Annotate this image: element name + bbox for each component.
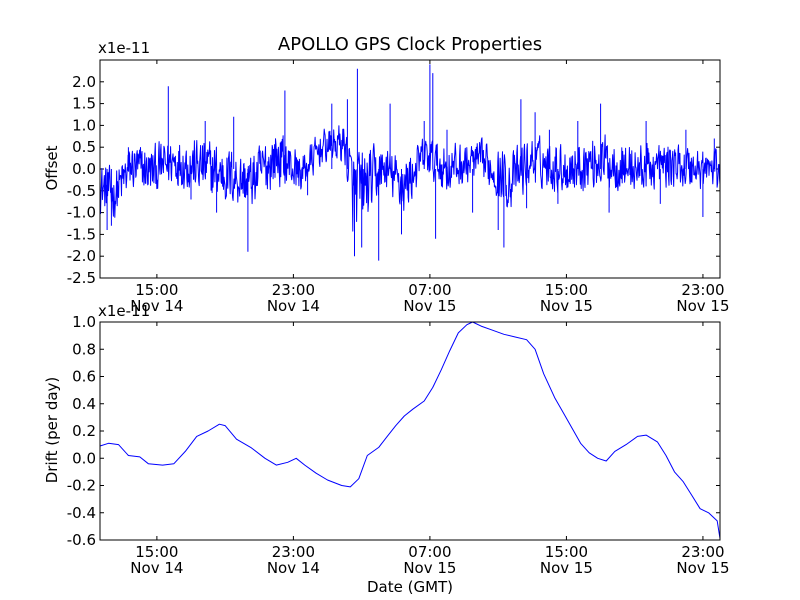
drift-ytick-label: 1.0 xyxy=(72,313,96,331)
offset-xtick-time-label: 15:00 xyxy=(135,281,178,299)
drift-xtick-time-label: 23:00 xyxy=(272,543,315,561)
drift-xtick-time-label: 07:00 xyxy=(408,543,451,561)
offset-ytick-label: 2.0 xyxy=(72,73,96,91)
drift-xtick-time-label: 15:00 xyxy=(135,543,178,561)
offset-yticks: -2.5 -2.0 -1.5 -1.0 -0.5 0.0 0.5 1.0 1.5 2.0 xyxy=(67,73,720,287)
offset-y-axis-label: Offset xyxy=(43,145,61,190)
offset-ytick-label: -2.5 xyxy=(67,269,96,287)
drift-xtick-date-label: Nov 14 xyxy=(130,559,183,577)
drift-yticks: -0.6 -0.4 -0.2 0.0 0.2 0.4 0.6 0.8 1.0 xyxy=(67,313,720,549)
drift-xtick-date-label: Nov 14 xyxy=(267,559,320,577)
offset-ytick-label: -1.0 xyxy=(67,204,96,222)
offset-xtick-time-label: 15:00 xyxy=(545,281,588,299)
offset-ytick-label: -0.5 xyxy=(67,182,96,200)
drift-xtick-time-label: 15:00 xyxy=(545,543,588,561)
drift-xtick-time-label: 23:00 xyxy=(681,543,724,561)
drift-xtick-date-label: Nov 15 xyxy=(403,559,456,577)
drift-ytick-label: 0.6 xyxy=(72,368,96,386)
drift-xtick-date-label: Nov 15 xyxy=(540,559,593,577)
offset-exponent-label: x1e-11 xyxy=(98,39,150,57)
offset-xtick-date-label: Nov 15 xyxy=(403,297,456,315)
offset-xtick-date-label: Nov 14 xyxy=(130,297,183,315)
offset-plot-area xyxy=(99,64,721,261)
drift-ytick-label: -0.2 xyxy=(67,477,96,495)
drift-y-axis-label: Drift (per day) xyxy=(43,377,61,484)
drift-series-line xyxy=(99,321,721,539)
drift-ytick-label: 0.4 xyxy=(72,395,96,413)
offset-xtick-date-label: Nov 15 xyxy=(540,297,593,315)
x-axis-label: Date (GMT) xyxy=(367,578,453,596)
offset-ytick-label: 0.5 xyxy=(72,138,96,156)
drift-ytick-label: -0.6 xyxy=(67,531,96,549)
chart-title: APOLLO GPS Clock Properties xyxy=(278,34,542,55)
offset-xtick-date-label: Nov 14 xyxy=(267,297,320,315)
offset-xtick-time-label: 23:00 xyxy=(272,281,315,299)
offset-ytick-label: -2.0 xyxy=(67,247,96,265)
drift-ytick-label: 0.0 xyxy=(72,449,96,467)
drift-xtick-date-label: Nov 15 xyxy=(676,559,729,577)
offset-xtick-time-label: 23:00 xyxy=(681,281,724,299)
drift-ytick-label: -0.4 xyxy=(67,504,96,522)
offset-panel: x1e-11 Offset -2.5 -2.0 -1.5 -1.0 -0.5 0.0 0.5… xyxy=(43,39,730,315)
offset-ytick-label: 0.0 xyxy=(72,160,96,178)
drift-axes-frame xyxy=(99,321,721,541)
offset-series-line xyxy=(99,64,721,261)
offset-ytick-label: -1.5 xyxy=(67,225,96,243)
offset-ytick-label: 1.0 xyxy=(72,116,96,134)
drift-ytick-label: 0.8 xyxy=(72,340,96,358)
drift-ytick-label: 0.2 xyxy=(72,422,96,440)
offset-xtick-date-label: Nov 15 xyxy=(676,297,729,315)
drift-exponent-label: x1e-11 xyxy=(98,302,150,320)
offset-xtick-time-label: 07:00 xyxy=(408,281,451,299)
drift-panel: x1e-11 Drift (per day) -0.6 -0.4 -0.2 0.0 0.… xyxy=(43,302,730,596)
offset-axes-frame xyxy=(99,59,721,279)
offset-ytick-label: 1.5 xyxy=(72,95,96,113)
drift-plot-area xyxy=(99,321,721,539)
